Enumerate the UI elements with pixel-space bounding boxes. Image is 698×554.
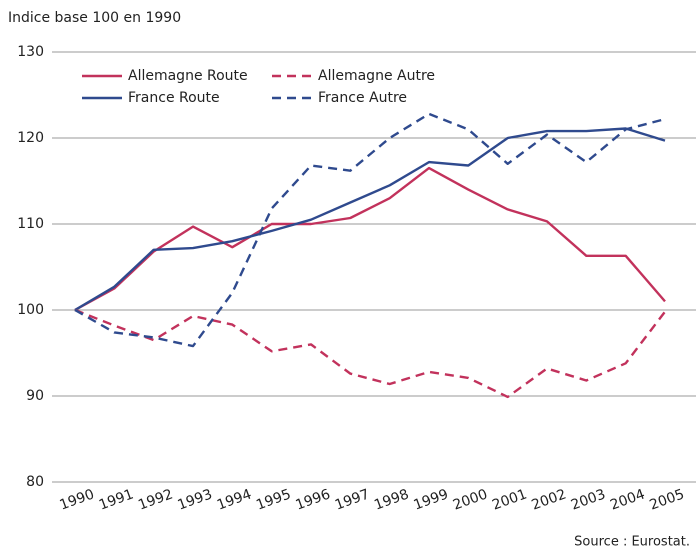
legend-label: France Route [128,90,220,106]
x-tick-label: 1990 [58,486,97,513]
legend-label: France Autre [318,90,407,106]
x-tick-label: 1992 [136,486,175,513]
x-tick-label: 2005 [648,486,687,513]
source-note: Source : Eurostat. [574,535,690,550]
line-series [74,308,666,399]
line-series [74,127,666,312]
x-tick-label: 2003 [569,486,608,513]
x-tick-label: 1999 [412,486,451,513]
y-tick-label: 100 [17,302,44,318]
x-tick-label: 1993 [176,486,215,513]
y-tick-label: 130 [17,44,44,60]
x-tick-label: 2002 [530,486,569,513]
y-tick-label: 80 [26,474,44,490]
line-series [74,166,666,312]
x-tick-label: 1996 [294,486,333,513]
legend-label: Allemagne Route [128,68,248,84]
x-tick-label: 1991 [97,486,136,513]
x-tick-label: 2001 [490,486,529,513]
x-tick-label: 2000 [451,486,490,513]
y-tick-label: 120 [17,130,44,146]
y-tick-label: 110 [17,216,44,232]
x-tick-label: 2004 [608,486,647,513]
legend-label: Allemagne Autre [318,68,435,84]
x-tick-label: 1994 [215,486,254,513]
x-tick-label: 1997 [333,486,372,513]
line-series [74,112,666,348]
x-tick-label: 1998 [372,486,411,513]
x-tick-label: 1995 [254,486,293,513]
chart-title: Indice base 100 en 1990 [8,10,181,26]
y-tick-label: 90 [26,388,44,404]
